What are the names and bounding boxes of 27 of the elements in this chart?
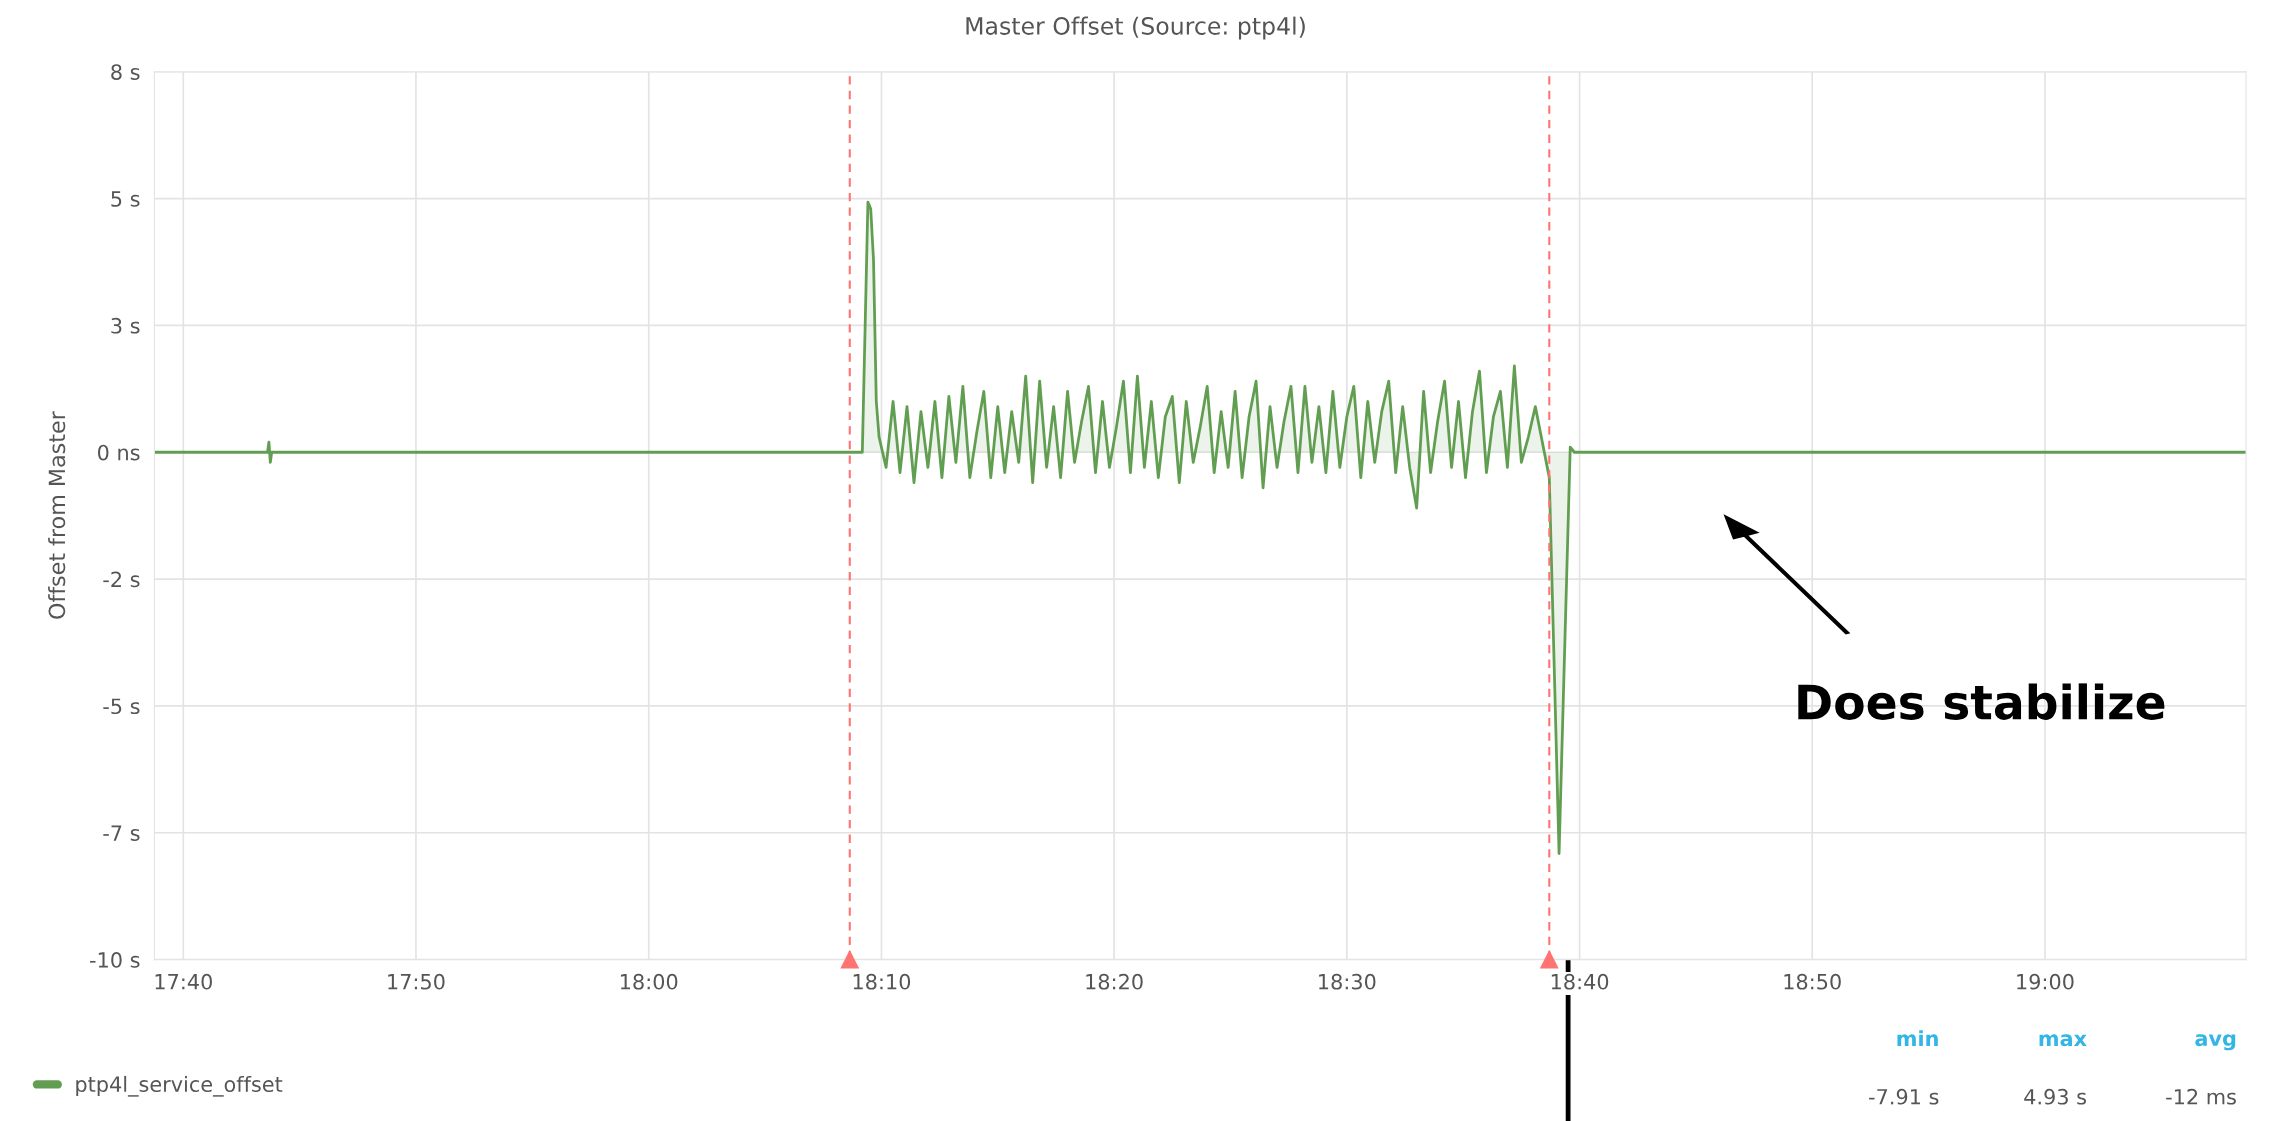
- text: -7.91 s: [1869, 1088, 1939, 1105]
- legend-label: ptp4l_service_offset: [76, 1075, 283, 1097]
- y-tick-label: 3 s: [111, 317, 140, 334]
- text: min: [1897, 1030, 1938, 1047]
- y-axis-title: Offset from Master: [48, 411, 66, 619]
- y-tick-label: -2 s: [103, 571, 140, 588]
- x-tick-label: 17:50: [388, 973, 445, 990]
- annotation: Does stabilize: [1798, 683, 2165, 720]
- text: 4.93 s: [2024, 1088, 2087, 1105]
- text: -12 ms: [2166, 1088, 2236, 1105]
- x-tick-label: 18:00: [620, 973, 678, 990]
- x-tick-label: 18:40: [1551, 973, 1609, 990]
- x-tick-label: 19:00: [2017, 973, 2074, 990]
- chart-title: Master Offset (Source: ptp4l): [966, 16, 1305, 40]
- x-tick-label: 17:40: [155, 973, 212, 990]
- x-tick-label: 18:30: [1319, 973, 1376, 990]
- y-tick-label: -5 s: [103, 698, 140, 715]
- y-tick-label: 8 s: [111, 64, 140, 80]
- text: max: [2039, 1034, 2087, 1047]
- y-tick-label: -10 s: [90, 952, 140, 968]
- y-tick-label: 0 ns: [97, 444, 140, 461]
- x-tick-label: 18:10: [853, 973, 911, 990]
- y-tick-label: -7 s: [103, 825, 140, 841]
- y-tick-label: 5 s: [111, 191, 140, 207]
- x-tick-label: 18:20: [1086, 973, 1143, 990]
- text: avg: [2195, 1034, 2236, 1051]
- x-tick-label: 18:50: [1784, 973, 1841, 990]
